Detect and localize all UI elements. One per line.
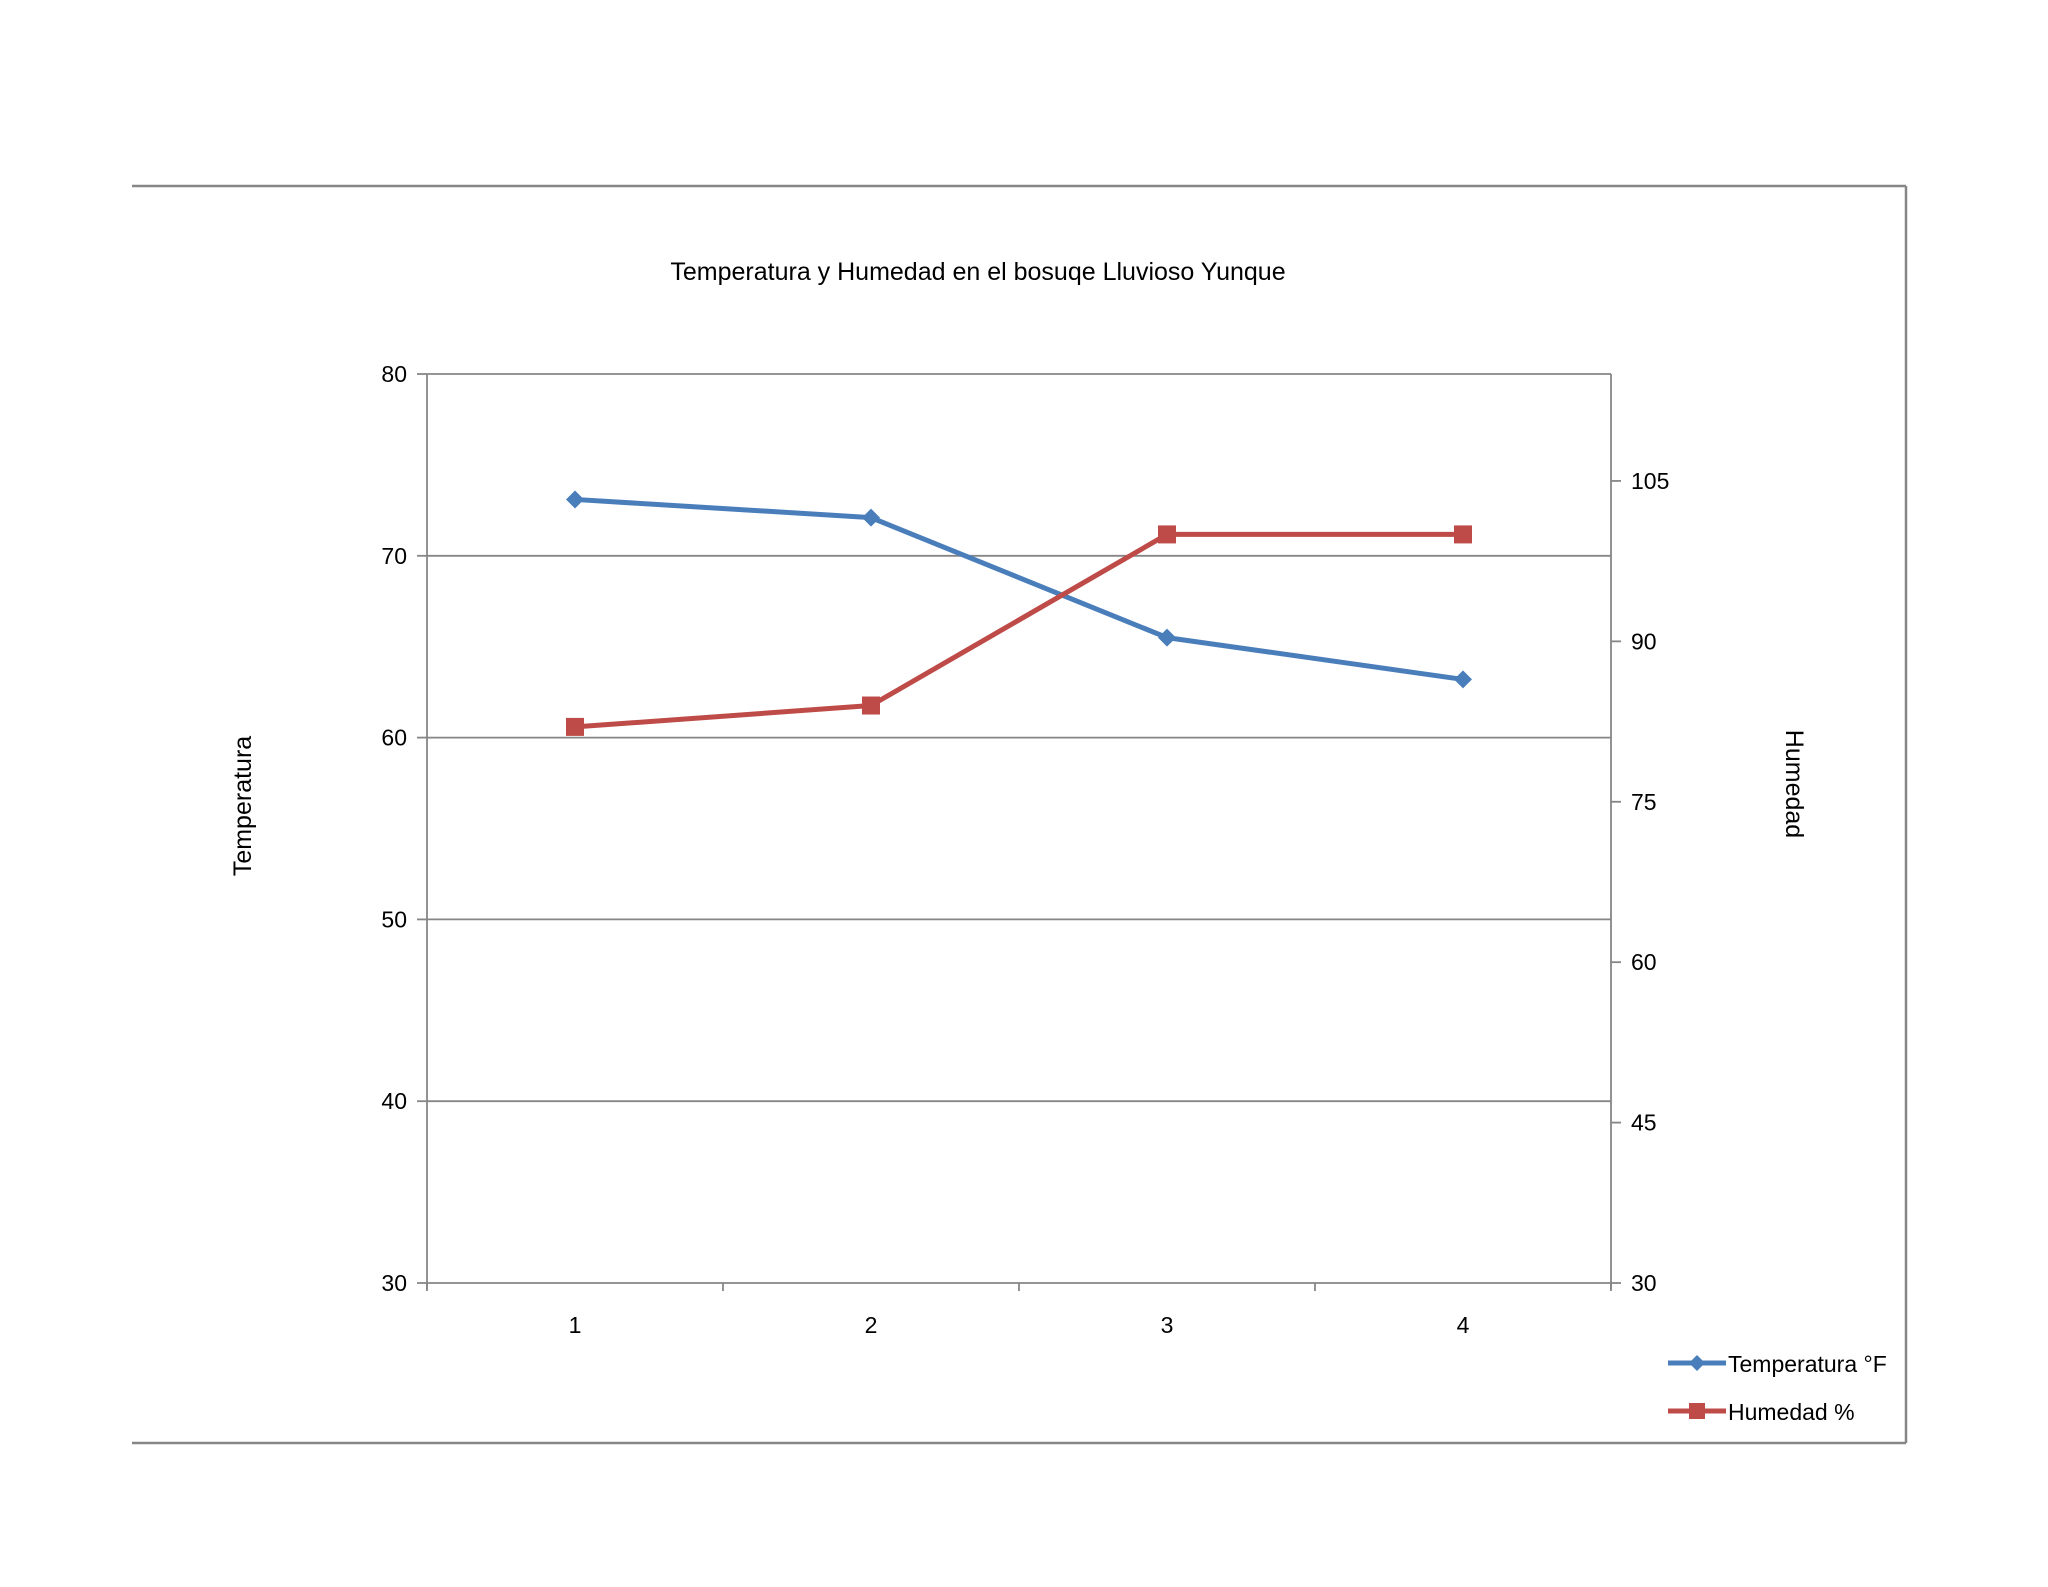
plot-area: 30 40 50 60 70 80 30 45 60 75 90 105 1 2 3 4 Temperatura… [381, 361, 1886, 1425]
data-point-square [862, 696, 880, 715]
y-right-tick-label: 30 [1631, 1270, 1657, 1296]
y-left-tick-label: 50 [381, 906, 407, 932]
y-right-tick-label: 75 [1631, 789, 1657, 815]
data-point-diamond [566, 490, 584, 509]
legend-label: Humedad % [1728, 1399, 1855, 1425]
y-left-tick-label: 30 [381, 1270, 407, 1296]
data-point-square [566, 717, 584, 736]
y-left-tick-label: 70 [381, 543, 407, 569]
x-tick-label: 2 [865, 1312, 878, 1338]
legend-marker-square [1689, 1403, 1705, 1419]
data-point-diamond [862, 508, 880, 527]
y-right-axis-label: Humedad [1780, 730, 1808, 838]
x-tick-label: 4 [1457, 1312, 1470, 1338]
chart-area-border [132, 184, 1908, 1445]
data-point-diamond [1158, 628, 1176, 647]
y-left-tick-label: 40 [381, 1088, 407, 1114]
y-right-tick-label: 90 [1631, 628, 1657, 654]
data-point-square [1158, 525, 1176, 544]
y-left-axis-label: Temperatura [229, 736, 257, 876]
x-tick-label: 3 [1161, 1312, 1174, 1338]
data-point-diamond [1454, 670, 1472, 689]
y-right-tick-label: 45 [1631, 1110, 1657, 1136]
series-line [574, 531, 1463, 730]
y-left-tick-label: 60 [381, 725, 407, 751]
chart-title: Temperatura y Humedad en el bosuqe Lluvi… [670, 258, 1285, 286]
data-point-square [1454, 525, 1472, 544]
legend-marker-diamond [1689, 1355, 1705, 1371]
x-tick-label: 1 [569, 1312, 582, 1338]
legend-label: Temperatura °F [1728, 1351, 1887, 1377]
y-right-tick-label: 60 [1631, 949, 1657, 975]
series-line [574, 496, 1464, 682]
y-right-tick-label: 105 [1631, 468, 1669, 494]
y-left-tick-label: 80 [381, 361, 407, 387]
